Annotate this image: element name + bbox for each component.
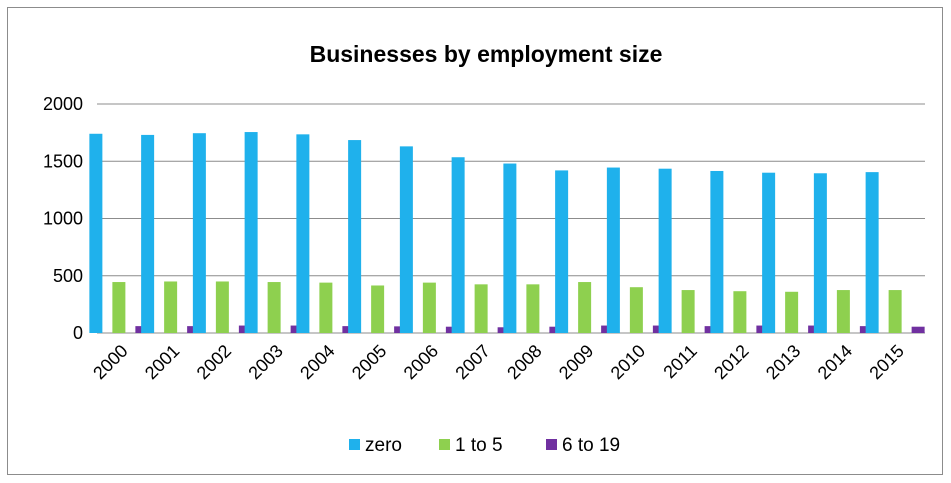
x-tick-label: 2015: [865, 341, 907, 383]
bar-zero-2002: [192, 133, 206, 333]
bar-1-to-5-2002: [215, 281, 229, 333]
bar-1-to-5-2014: [836, 290, 850, 333]
bar-zero-2001: [141, 134, 155, 333]
bar-zero-2014: [813, 173, 827, 333]
x-tick-label: 2004: [296, 341, 338, 383]
bar-zero-2004: [296, 134, 310, 333]
bar-1-to-5-2010: [629, 287, 643, 333]
bar-6-to-19-2015: [911, 326, 925, 333]
bar-1-to-5-2007: [474, 284, 488, 333]
y-tick-label: 1500: [43, 151, 83, 171]
x-tick-label: 2005: [348, 341, 390, 383]
legend: zero 1 to 5 6 to 19: [349, 435, 620, 456]
bar-1-to-5-2001: [164, 281, 178, 333]
y-tick-label: 1000: [43, 209, 83, 229]
bars: [89, 132, 925, 333]
legend-swatch: [439, 439, 450, 450]
y-tick-label: 500: [53, 266, 83, 286]
x-tick-label: 2003: [244, 341, 286, 383]
bar-1-to-5-2009: [578, 282, 592, 333]
bar-1-to-5-2004: [319, 282, 333, 333]
legend-label: zero: [365, 435, 402, 456]
bar-1-to-5-2003: [267, 282, 281, 333]
bar-zero-2003: [244, 132, 258, 333]
bar-zero-2012: [710, 170, 724, 333]
x-tick-label: 2007: [451, 341, 493, 383]
chart-title: Businesses by employment size: [310, 41, 663, 67]
bar-zero-2015: [865, 172, 879, 333]
x-axis-ticks: 2000 2001 2002 2003 2004 2005 2006 2007 2008 2009…: [89, 341, 908, 383]
x-tick-label: 2006: [400, 341, 442, 383]
bar-zero-2005: [348, 140, 362, 333]
bar-1-to-5-2012: [733, 291, 747, 333]
bar-1-to-5-2000: [112, 282, 126, 333]
x-tick-label: 2001: [141, 341, 183, 383]
y-tick-label: 0: [73, 323, 83, 343]
x-tick-label: 2009: [555, 341, 597, 383]
x-tick-label: 2011: [659, 341, 701, 383]
x-tick-label: 2014: [814, 341, 856, 383]
legend-swatch: [349, 439, 360, 450]
legend-label: 6 to 19: [562, 435, 620, 456]
chart-area: [7, 7, 943, 475]
bar-1-to-5-2008: [526, 284, 540, 333]
bar-zero-2006: [399, 146, 413, 333]
x-tick-label: 2013: [762, 341, 804, 383]
bar-zero-2008: [503, 163, 517, 333]
x-tick-label: 2010: [607, 341, 649, 383]
bar-1-to-5-2011: [681, 290, 695, 333]
x-tick-label: 2000: [89, 341, 131, 383]
bar-zero-2000: [89, 133, 103, 333]
bar-1-to-5-2005: [371, 285, 385, 333]
x-tick-label: 2008: [503, 341, 545, 383]
bar-zero-2007: [451, 157, 465, 333]
bar-1-to-5-2015: [888, 290, 902, 333]
bar-1-to-5-2006: [422, 282, 436, 333]
bar-1-to-5-2013: [785, 291, 799, 333]
bar-zero-2009: [555, 170, 569, 333]
y-axis-ticks: 0 500 1000 1500 2000: [43, 94, 83, 343]
bar-zero-2013: [762, 172, 776, 333]
x-tick-label: 2002: [193, 341, 235, 383]
legend-swatch: [546, 439, 557, 450]
bar-zero-2011: [658, 168, 672, 333]
y-tick-label: 2000: [43, 94, 83, 114]
bar-zero-2010: [606, 167, 620, 333]
legend-label: 1 to 5: [455, 435, 503, 456]
x-tick-label: 2012: [710, 341, 752, 383]
